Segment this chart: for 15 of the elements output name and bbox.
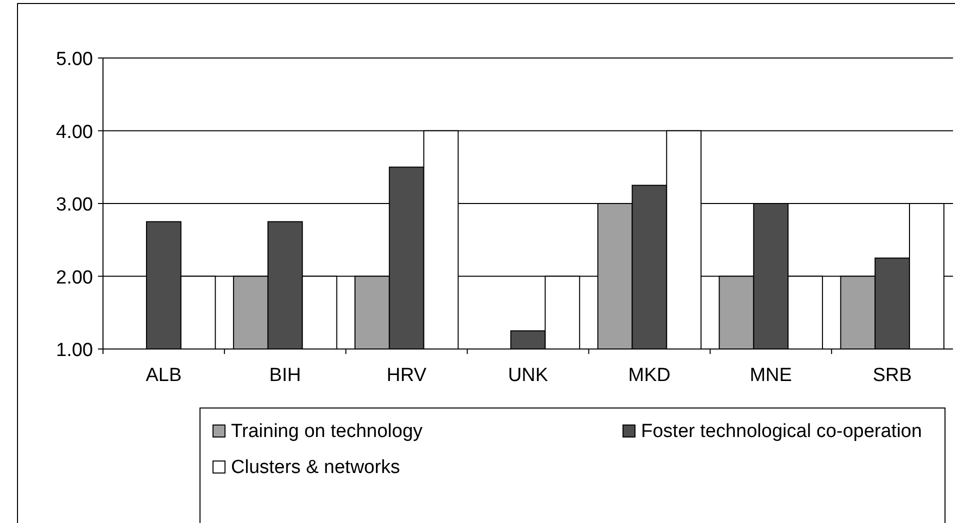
legend-label: Foster technological co-operation [641, 421, 922, 442]
x-tick-label: HRV [386, 365, 427, 386]
y-tick-label: 3.00 [56, 194, 93, 216]
x-tick-label: UNK [508, 365, 548, 386]
x-tick-label: BIH [269, 365, 301, 386]
x-tick-label: MNE [750, 365, 792, 386]
legend-label: Clusters & networks [231, 457, 400, 478]
y-tick-label: 5.00 [56, 49, 93, 70]
legend-label: Training on technology [231, 421, 424, 442]
x-tick-label: SRB [872, 365, 912, 386]
x-tick-label: MKD [628, 365, 671, 386]
y-tick-label: 1.00 [56, 340, 93, 361]
x-tick-label: ALB [146, 365, 182, 386]
y-tick-label: 2.00 [56, 267, 93, 288]
y-tick-label: 4.00 [56, 122, 93, 143]
